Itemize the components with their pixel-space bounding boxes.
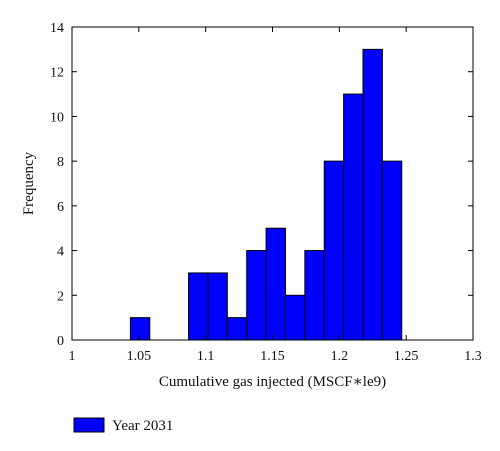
- x-tick-label: 1: [69, 349, 76, 364]
- x-tick-label: 1.2: [331, 349, 349, 364]
- y-tick-label: 6: [57, 200, 64, 215]
- legend-swatch-year-2031: [73, 417, 105, 433]
- histogram-bar: [323, 160, 345, 341]
- histogram-bar: [265, 227, 286, 341]
- y-tick-label: 10: [50, 110, 64, 125]
- y-tick-label: 0: [57, 334, 64, 349]
- histogram-bar: [188, 272, 209, 341]
- x-tick-label: 1.05: [127, 349, 152, 364]
- y-tick-label: 4: [57, 245, 64, 260]
- x-tick-label: 1.25: [394, 349, 419, 364]
- y-tick-label: 8: [57, 155, 64, 170]
- y-axis-label: Frequency: [21, 151, 37, 215]
- legend-label-year-2031: Year 2031: [112, 418, 173, 434]
- bars-layer: [129, 48, 403, 341]
- histogram-bar: [381, 160, 403, 341]
- histogram-bar: [343, 93, 364, 341]
- y-tick-label: 14: [50, 21, 64, 36]
- histogram-bar: [129, 317, 151, 341]
- histogram-bar: [207, 272, 228, 341]
- y-tick-label: 12: [50, 66, 64, 81]
- histogram-bar: [226, 317, 248, 341]
- histogram-bar: [304, 250, 325, 341]
- x-tick-label: 1.15: [260, 349, 285, 364]
- histogram-bar: [284, 294, 306, 341]
- x-tick-label: 1.3: [464, 349, 482, 364]
- x-axis-label: Cumulative gas injected (MSCF∗le9): [159, 374, 386, 390]
- x-tick-label: 1.1: [197, 349, 215, 364]
- legend: Year 2031: [73, 417, 173, 434]
- y-tick-label: 2: [57, 289, 64, 304]
- y-axis-ticks: 0 2 4 6 8 10 12 14: [50, 21, 473, 349]
- x-axis-ticks: 1 1.05 1.1 1.15 1.2 1.25 1.3: [69, 27, 482, 364]
- histogram-bar: [246, 250, 267, 341]
- histogram-bar: [362, 48, 383, 341]
